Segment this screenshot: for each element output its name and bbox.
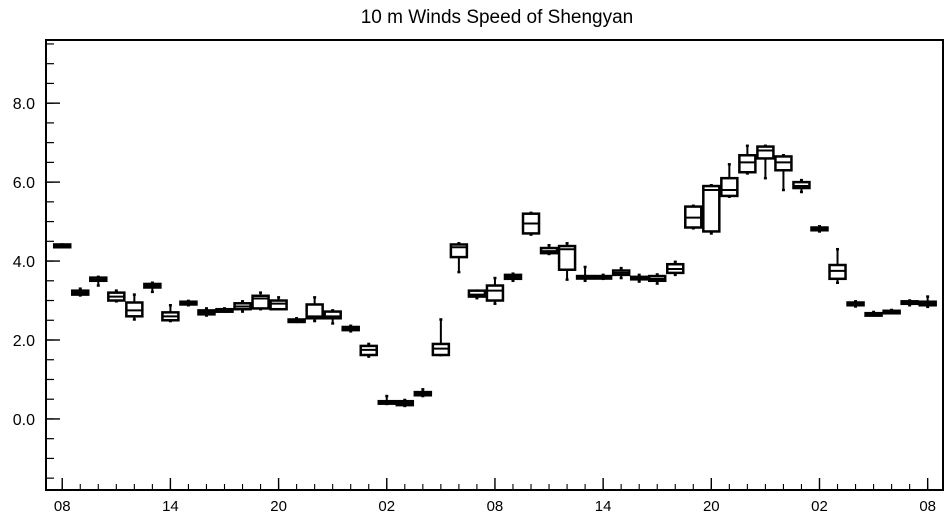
x-tick-label: 08 <box>487 498 504 515</box>
x-tick-label: 14 <box>595 498 612 515</box>
box-iqr <box>269 299 288 311</box>
y-tick-label: 8.0 <box>13 96 35 113</box>
box-iqr <box>323 310 342 320</box>
x-tick-label: 02 <box>811 498 828 515</box>
x-tick-label: 14 <box>162 498 179 515</box>
box-iqr <box>305 303 324 320</box>
x-tick-label: 08 <box>919 498 936 515</box>
box-iqr <box>756 145 775 160</box>
plot-frame <box>45 39 944 491</box>
x-tick-label: 02 <box>378 498 395 515</box>
plot-area: 0.0 2.0 4.0 6.0 8.0 08 14 20 02 08 14 20 02 08 <box>13 39 944 515</box>
x-tick-label: 08 <box>54 498 71 515</box>
y-tick-label: 0.0 <box>13 412 35 429</box>
box-iqr <box>720 176 739 198</box>
y-tick-label: 2.0 <box>13 333 35 350</box>
y-tick-label: 6.0 <box>13 175 35 192</box>
x-tick-label: 20 <box>270 498 287 515</box>
y-tick-label: 4.0 <box>13 254 35 271</box>
box-iqr <box>738 154 757 174</box>
chart-title: 10 m Winds Speed of Shengyan <box>361 7 634 28</box>
box-iqr <box>702 184 721 233</box>
box-iqr <box>485 284 505 302</box>
x-tick-label: 20 <box>703 498 720 515</box>
box-iqr <box>557 244 577 271</box>
